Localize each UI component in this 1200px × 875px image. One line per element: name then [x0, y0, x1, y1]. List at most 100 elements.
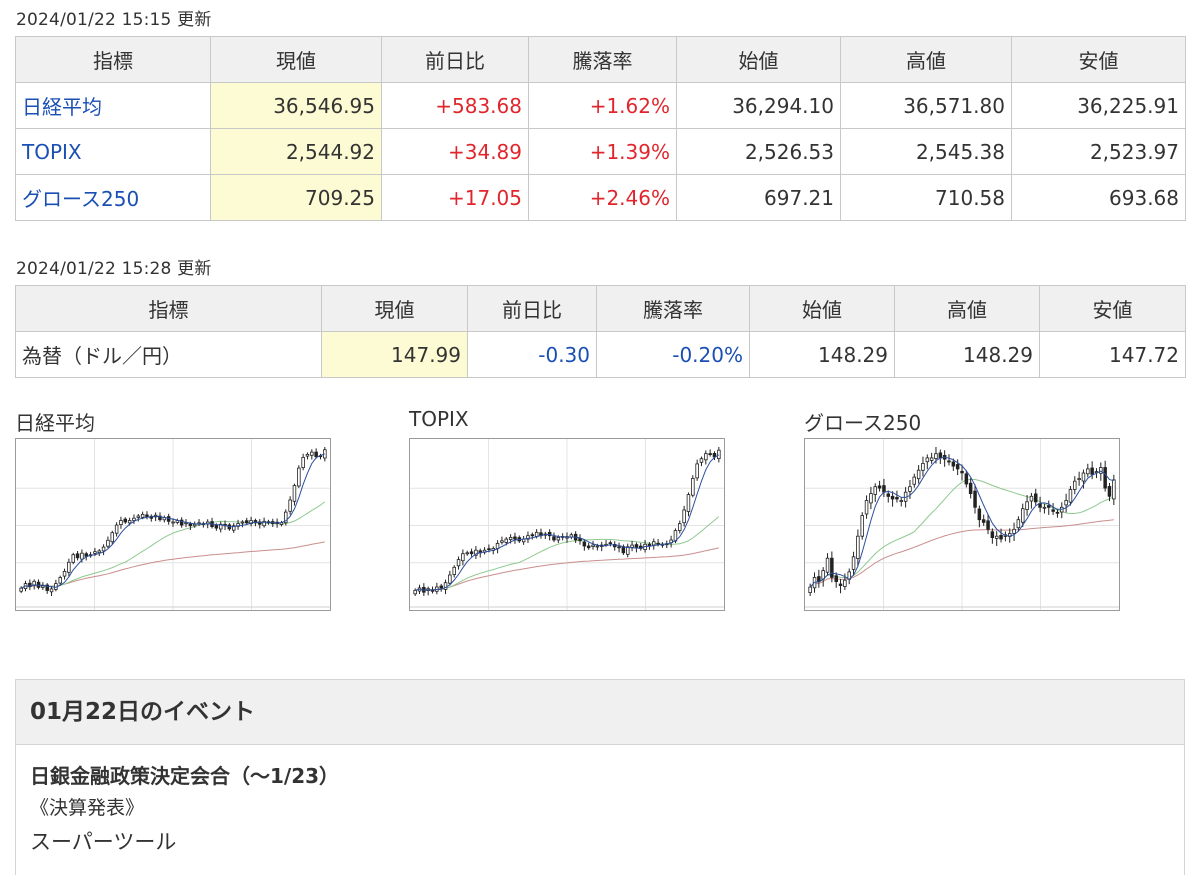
change-value: +34.89 — [381, 128, 529, 175]
candle — [656, 542, 660, 545]
candle — [691, 478, 695, 496]
candle — [244, 520, 249, 524]
candle — [860, 515, 865, 537]
candle — [114, 524, 119, 534]
candle — [28, 582, 32, 588]
candle — [856, 535, 860, 559]
candle — [699, 458, 704, 463]
header-indicator: 指標 — [15, 285, 322, 332]
chart-title-growth250: グロース250 — [804, 411, 922, 435]
candle — [960, 470, 964, 474]
candle — [1107, 486, 1112, 497]
candle — [808, 586, 812, 594]
candle — [830, 557, 834, 578]
candle — [127, 520, 132, 524]
candle — [1099, 467, 1103, 474]
candle — [84, 553, 89, 557]
candle — [158, 515, 162, 521]
open-value: 697.21 — [676, 174, 841, 221]
candle — [625, 546, 630, 555]
candle — [1064, 500, 1068, 506]
candle — [695, 463, 699, 479]
candle — [882, 485, 886, 493]
chart-topix-svg — [410, 439, 724, 610]
header-rate: 騰落率 — [596, 285, 750, 332]
events-body: 日銀金融政策決定会合（～1/23） 《決算発表》 スーパーツール — [16, 745, 1184, 857]
rate-value: +1.39% — [528, 128, 677, 175]
candle — [513, 536, 517, 540]
candle — [119, 520, 123, 525]
rate-value: -0.20% — [596, 331, 750, 378]
chart-title-nikkei: 日経平均 — [15, 411, 95, 435]
chart-growth250[interactable] — [804, 438, 1120, 611]
candle — [106, 539, 110, 547]
current-value: 709.25 — [210, 174, 382, 221]
candle — [929, 457, 934, 461]
table-row: 為替（ドル／円） 147.99 -0.30 -0.20% 148.29 148.… — [15, 331, 1186, 378]
open-value: 36,294.10 — [676, 82, 841, 129]
candle — [171, 521, 175, 524]
candle — [1029, 495, 1034, 502]
candle — [495, 543, 500, 549]
candle — [899, 500, 904, 503]
chart-nikkei[interactable] — [15, 438, 331, 611]
candle — [1051, 509, 1055, 512]
header-high: 高値 — [894, 285, 1040, 332]
change-value: +583.68 — [381, 82, 529, 129]
candle — [145, 514, 149, 518]
candle — [257, 521, 262, 525]
candle — [925, 457, 930, 463]
candle — [981, 519, 986, 523]
candle — [877, 485, 882, 489]
low-value: 147.72 — [1039, 331, 1186, 378]
candle — [218, 523, 223, 530]
index-link-growth250[interactable]: グロース250 — [15, 174, 211, 221]
low-value: 693.68 — [1011, 174, 1186, 221]
candle — [136, 515, 141, 518]
candle — [1112, 479, 1116, 500]
candle — [1068, 489, 1073, 503]
candle — [67, 561, 71, 573]
candle — [578, 538, 582, 542]
candle — [869, 493, 873, 504]
candle — [192, 523, 197, 527]
candle — [452, 566, 457, 575]
candle — [686, 494, 691, 512]
candle — [908, 486, 912, 492]
index-link-topix[interactable]: TOPIX — [15, 128, 211, 175]
chart-topix[interactable] — [409, 438, 725, 611]
candle — [283, 511, 288, 524]
candle — [968, 482, 973, 495]
candle — [526, 535, 530, 540]
candle — [921, 462, 925, 471]
candle — [964, 473, 969, 485]
index-link-nikkei[interactable]: 日経平均 — [15, 82, 211, 129]
high-value: 148.29 — [894, 331, 1040, 378]
low-value: 2,523.97 — [1011, 128, 1186, 175]
high-value: 36,571.80 — [840, 82, 1012, 129]
candle — [314, 451, 318, 458]
candle — [262, 520, 266, 527]
moving-average-5 — [809, 456, 1114, 588]
candle — [634, 544, 639, 549]
chart-nikkei-svg — [16, 439, 330, 610]
candle — [1012, 528, 1016, 534]
candle — [934, 453, 938, 459]
candle — [240, 521, 245, 524]
candle — [461, 553, 465, 562]
candle — [595, 545, 600, 548]
candle — [301, 456, 305, 468]
event-earnings-label: 《決算発表》 — [30, 797, 145, 819]
open-value: 148.29 — [749, 331, 895, 378]
candle — [62, 570, 67, 577]
event-company-link[interactable]: スーパーツール — [30, 830, 177, 854]
candle — [474, 549, 478, 556]
candle — [955, 464, 960, 470]
candle — [817, 576, 821, 582]
candle — [443, 582, 448, 590]
candle — [677, 523, 682, 531]
candle — [1046, 505, 1051, 508]
header-rate: 騰落率 — [528, 36, 677, 83]
candle — [947, 460, 951, 463]
candle — [586, 545, 591, 549]
